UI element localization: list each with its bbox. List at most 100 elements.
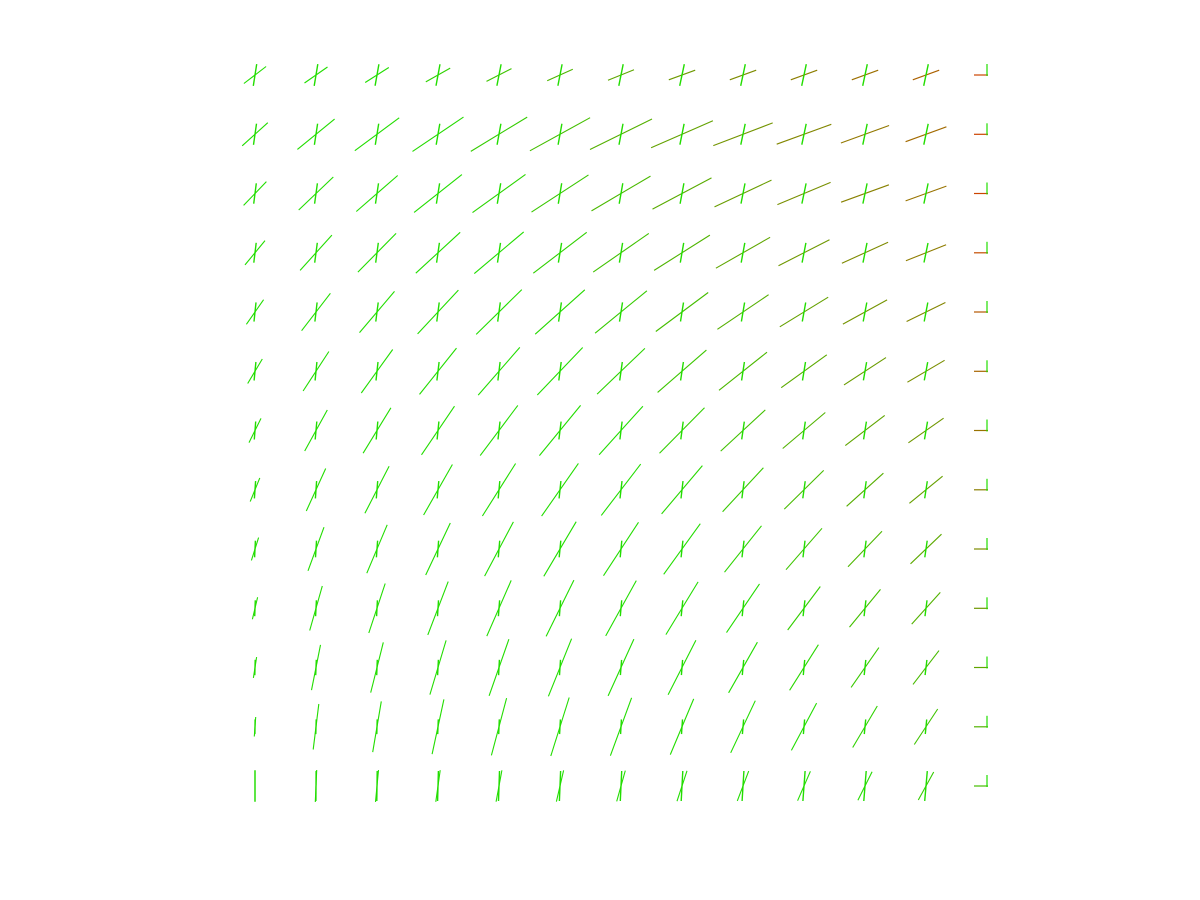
field-glyph: [665, 581, 699, 635]
field-glyph: [419, 347, 457, 395]
field-glyph: [532, 231, 588, 274]
field-glyph: [244, 240, 266, 266]
field-segment-secondary: [741, 719, 745, 735]
field-glyph: [717, 294, 769, 330]
field-glyph: [479, 405, 519, 456]
field-glyph: [431, 699, 445, 755]
field-segment-secondary: [375, 421, 379, 440]
field-glyph: [851, 64, 879, 86]
field-segment-secondary: [863, 719, 867, 735]
field-glyph: [779, 296, 829, 328]
field-glyph: [913, 708, 939, 745]
field-segment-secondary: [679, 302, 685, 322]
field-glyph: [427, 581, 449, 636]
field-glyph: [840, 123, 890, 145]
field-segment-secondary: [862, 123, 868, 145]
field-glyph: [250, 537, 260, 561]
field-glyph: [477, 347, 521, 396]
field-segment-secondary: [862, 302, 868, 322]
field-glyph: [910, 533, 942, 565]
field-segment-secondary: [314, 242, 318, 263]
field-glyph: [974, 597, 988, 610]
field-glyph: [841, 241, 889, 264]
field-segment-secondary: [314, 481, 318, 499]
field-segment-secondary: [558, 481, 562, 499]
field-glyph: [372, 701, 382, 753]
field-segment-secondary: [314, 421, 318, 440]
field-glyph: [607, 638, 635, 697]
field-glyph: [253, 716, 257, 737]
field-segment-secondary: [740, 361, 746, 381]
field-segment-secondary: [619, 540, 623, 558]
field-glyph: [780, 354, 828, 389]
field-glyph: [366, 524, 388, 574]
field-glyph: [297, 118, 335, 150]
field-glyph: [790, 64, 818, 86]
field-segment-secondary: [619, 600, 623, 617]
field-segment-secondary: [436, 540, 440, 558]
field-segment-secondary: [680, 600, 684, 617]
field-segment-secondary: [557, 242, 563, 263]
field-glyph: [364, 465, 390, 514]
field-glyph: [652, 177, 712, 210]
field-glyph: [486, 580, 512, 637]
field-glyph: [359, 291, 395, 333]
field-segment-secondary: [619, 481, 623, 499]
field-glyph: [305, 468, 327, 512]
field-segment-secondary: [801, 242, 807, 263]
field-segment-secondary: [619, 421, 623, 440]
field-segment-secondary: [253, 361, 257, 381]
field-segment-secondary: [618, 64, 624, 86]
field-segment-secondary: [618, 302, 624, 322]
field-segment-secondary: [924, 719, 928, 735]
field-glyph: [974, 656, 988, 669]
field-segment-secondary: [375, 302, 379, 322]
field-segment-secondary: [435, 64, 441, 86]
field-segment-secondary: [801, 64, 807, 86]
field-segment-secondary: [802, 421, 806, 440]
field-glyph: [486, 64, 512, 86]
field-segment-secondary: [619, 719, 623, 735]
field-segment-secondary: [740, 123, 746, 145]
field-segment-secondary: [619, 361, 623, 381]
field-glyph: [473, 231, 525, 275]
field-segment-secondary: [253, 421, 257, 440]
field-segment-secondary: [924, 481, 928, 499]
field-glyph: [314, 769, 318, 803]
field-segment-secondary: [923, 302, 929, 322]
field-glyph: [538, 405, 582, 456]
field-glyph: [736, 770, 750, 802]
field-glyph: [490, 697, 508, 756]
field-glyph: [777, 181, 831, 206]
field-glyph: [364, 64, 390, 86]
field-segment-secondary: [802, 481, 806, 499]
field-segment-secondary: [558, 770, 562, 802]
field-glyph: [905, 123, 947, 145]
field-glyph: [657, 349, 707, 393]
field-segment-secondary: [375, 481, 379, 499]
field-glyph: [782, 412, 826, 449]
field-glyph: [355, 175, 399, 212]
field-segment-secondary: [497, 770, 501, 802]
field-glyph: [309, 585, 323, 631]
field-segment-secondary: [375, 540, 379, 558]
field-glyph: [715, 236, 771, 269]
field-segment-secondary: [436, 659, 440, 676]
field-segment-secondary: [680, 659, 684, 676]
field-segment-secondary: [923, 421, 929, 440]
field-segment-secondary: [374, 64, 380, 86]
field-segment-secondary: [740, 302, 746, 322]
field-glyph: [974, 360, 988, 373]
field-segment-secondary: [315, 659, 317, 676]
field-glyph: [909, 475, 943, 504]
field-glyph: [550, 697, 570, 757]
field-glyph: [299, 234, 333, 271]
field-segment-secondary: [497, 659, 501, 676]
field-segment-secondary: [862, 64, 868, 86]
field-glyph: [425, 64, 451, 86]
field-glyph: [720, 409, 766, 452]
field-segment-secondary: [862, 361, 868, 381]
field-segment-secondary: [618, 183, 624, 204]
field-segment-secondary: [435, 242, 441, 263]
field-segment-secondary: [557, 123, 563, 145]
